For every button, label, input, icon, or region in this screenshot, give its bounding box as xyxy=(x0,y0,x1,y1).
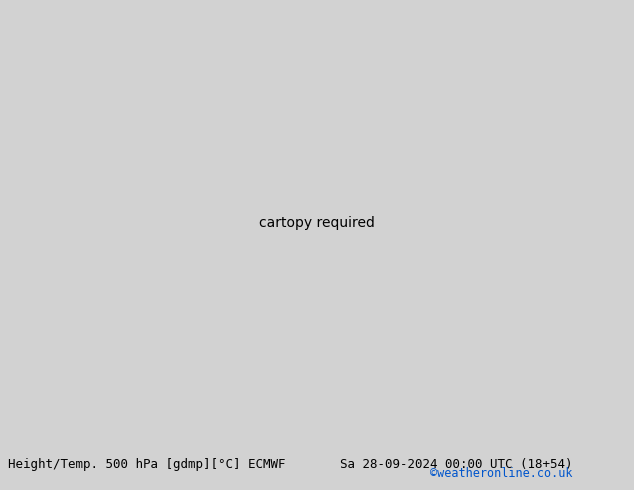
Text: Sa 28-09-2024 00:00 UTC (18+54): Sa 28-09-2024 00:00 UTC (18+54) xyxy=(340,458,573,471)
Text: cartopy required: cartopy required xyxy=(259,216,375,230)
Text: ©weatheronline.co.uk: ©weatheronline.co.uk xyxy=(430,467,573,480)
Text: Height/Temp. 500 hPa [gdmp][°C] ECMWF: Height/Temp. 500 hPa [gdmp][°C] ECMWF xyxy=(8,458,285,471)
